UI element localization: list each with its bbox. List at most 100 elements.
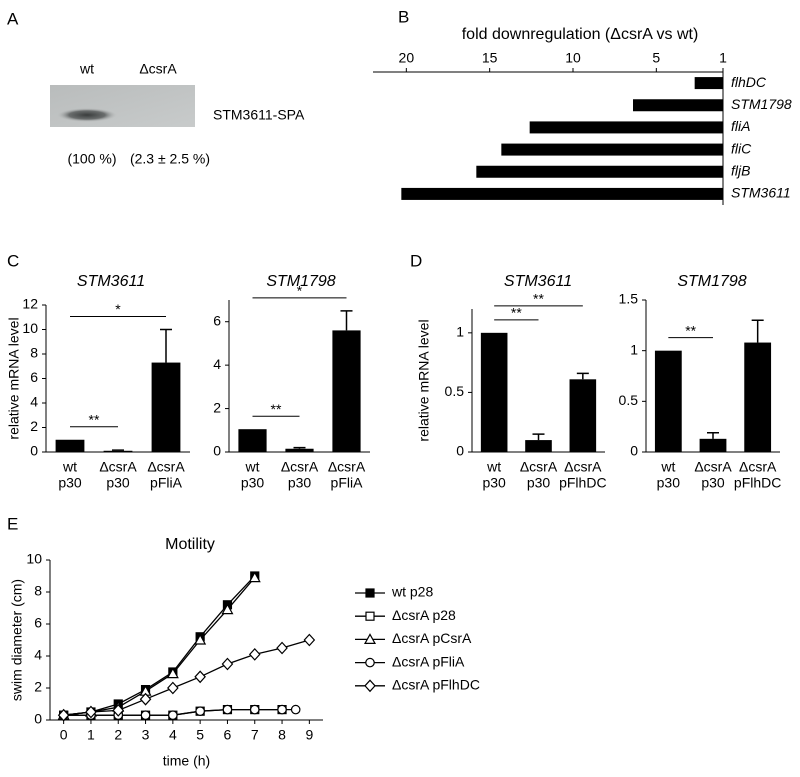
error-bar [707, 431, 719, 439]
chart-title: STM3611 [77, 273, 145, 290]
series-line [63, 575, 256, 716]
marker [221, 603, 234, 615]
chart-title: STM3611 [504, 273, 572, 290]
y-tick-label: 2 [34, 679, 42, 695]
y-tick-label: 10 [22, 320, 38, 336]
quantification: (100 %) [67, 151, 116, 167]
significance-label: ** [89, 411, 100, 427]
y-tick-label: 0 [630, 443, 638, 459]
x-tick-label: 20 [399, 50, 415, 66]
y-tick-label: 6 [30, 369, 38, 385]
bar [529, 121, 723, 134]
x-tick-label: 10 [565, 50, 581, 66]
category-label: fljB [731, 162, 750, 178]
category-label: ΔcsrA [328, 459, 366, 475]
category-label: ΔcsrA [564, 459, 602, 475]
bar [569, 379, 597, 452]
series-line [63, 577, 256, 716]
marker [85, 705, 97, 719]
category-sublabel: p30 [288, 475, 312, 491]
y-tick-label: 2 [213, 399, 221, 415]
y-tick-label: 0.5 [619, 392, 639, 408]
panel-label: A [7, 9, 19, 28]
y-tick-label: 6 [213, 312, 221, 328]
bar [525, 440, 552, 452]
panel-label: E [7, 514, 18, 533]
bar [285, 448, 314, 452]
x-tick-label: 0 [60, 727, 68, 743]
y-tick-label: 0 [456, 443, 464, 459]
significance-label: * [115, 301, 121, 317]
category-sublabel: p30 [657, 475, 681, 491]
legend-marker [365, 588, 375, 598]
category-label: ΔcsrA [99, 459, 137, 475]
marker [222, 704, 233, 715]
y-axis-label: relative mRNA level [6, 317, 22, 439]
bar [744, 342, 772, 452]
marker [166, 667, 179, 679]
legend-marker [365, 611, 375, 621]
legend-marker [365, 657, 375, 668]
category-label: ΔcsrA [739, 459, 777, 475]
legend-marker [364, 679, 376, 693]
category-sublabel: pFliA [150, 475, 183, 491]
category-label: flhDC [731, 74, 767, 90]
marker [249, 704, 260, 715]
y-tick-label: 4 [30, 394, 38, 410]
category-sublabel: pFlhDC [734, 475, 781, 491]
significance-label: ** [533, 291, 544, 307]
category-label: wt [62, 459, 77, 475]
legend-label: ΔcsrA pCsrA [392, 630, 472, 646]
bar [55, 439, 85, 452]
x-tick-label: 1 [719, 50, 727, 66]
chart-title: STM1798 [266, 273, 335, 290]
x-tick-label: 5 [196, 727, 204, 743]
y-tick-label: 1 [456, 324, 464, 340]
marker [195, 706, 205, 716]
chart-title: STM1798 [677, 273, 746, 290]
y-tick-label: 8 [34, 583, 42, 599]
category-label: wt [486, 459, 501, 475]
marker [167, 681, 179, 695]
marker [140, 710, 151, 720]
bar [633, 99, 723, 112]
bar [151, 362, 181, 452]
legend-label: ΔcsrA pFlhDC [392, 677, 480, 693]
x-tick-label: 7 [251, 727, 259, 743]
category-sublabel: pFlhDC [559, 475, 606, 491]
y-tick-label: 2 [30, 418, 38, 434]
y-tick-label: 0 [34, 711, 42, 727]
category-label: ΔcsrA [520, 459, 558, 475]
significance-label: ** [511, 305, 522, 321]
x-axis-label: time (h) [163, 753, 210, 769]
y-axis-label: swim diameter (cm) [9, 579, 25, 701]
series-line [63, 708, 296, 716]
y-tick-label: 0 [213, 443, 221, 459]
category-sublabel: pFliA [331, 475, 364, 491]
y-tick-label: 10 [26, 551, 42, 567]
bar [332, 330, 361, 452]
bar [501, 143, 723, 156]
marker [168, 710, 178, 720]
marker [276, 641, 288, 655]
category-label: ΔcsrA [281, 459, 319, 475]
y-tick-label: 0.5 [445, 383, 465, 399]
category-sublabel: p30 [701, 475, 725, 491]
marker [57, 708, 70, 722]
y-tick-label: 6 [34, 615, 42, 631]
y-tick-label: 4 [213, 356, 221, 372]
y-tick-label: 1.5 [619, 291, 639, 307]
chart-title: fold downregulation (ΔcsrA vs wt) [462, 26, 699, 43]
y-tick-label: 12 [22, 296, 38, 312]
category-label: ΔcsrA [147, 459, 185, 475]
chart-title: Motility [165, 536, 215, 553]
marker [112, 704, 125, 717]
marker [194, 670, 206, 684]
category-label: fliA [731, 118, 750, 134]
y-tick-label: 8 [30, 345, 38, 361]
legend-label: wt p28 [391, 584, 433, 600]
category-label: ΔcsrA [694, 459, 732, 475]
series-line [63, 639, 310, 716]
x-tick-label: 4 [169, 727, 177, 743]
